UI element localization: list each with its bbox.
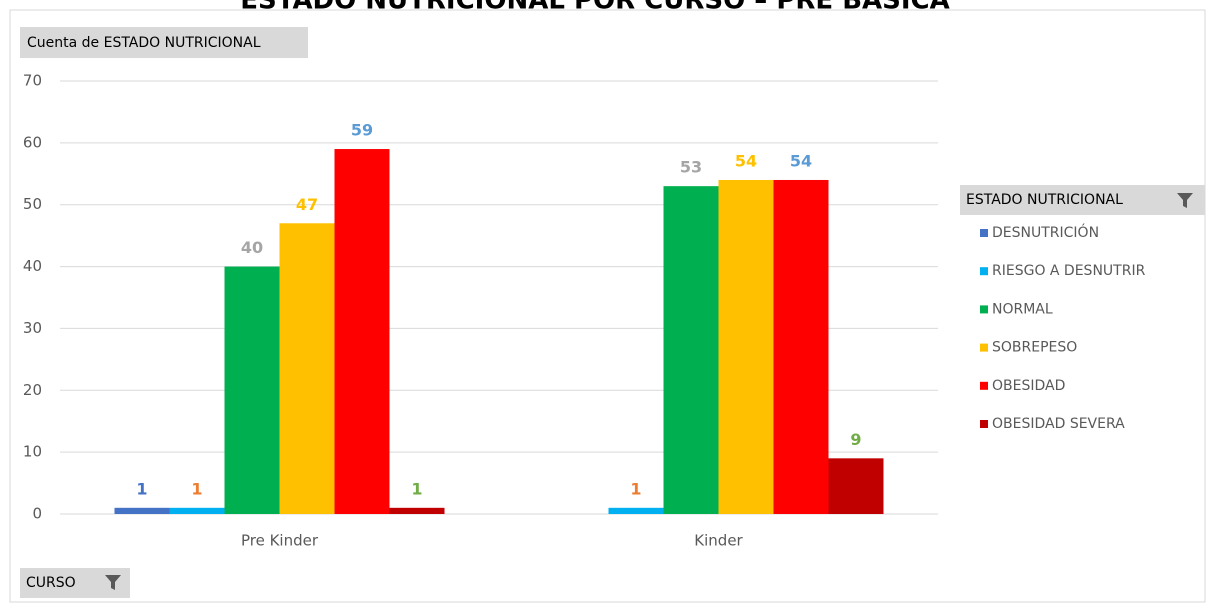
data-label: 1 — [136, 479, 147, 498]
data-label: 53 — [680, 158, 702, 177]
value-field-label: Cuenta de ESTADO NUTRICIONAL — [27, 35, 261, 51]
bar — [169, 507, 225, 514]
y-tick-label: 20 — [23, 381, 42, 399]
data-label: 1 — [411, 479, 422, 498]
bar — [718, 179, 774, 514]
legend-label: RIESGO A DESNUTRIR — [992, 263, 1146, 279]
legend-swatch — [980, 343, 988, 352]
bar — [828, 458, 884, 514]
chart-border — [9, 9, 1206, 603]
data-label: 47 — [296, 195, 318, 214]
filter-icon — [1177, 193, 1193, 208]
bar — [334, 149, 390, 515]
legend-field-button[interactable] — [960, 185, 1205, 215]
legend-swatch — [980, 267, 988, 276]
legend-swatch — [980, 229, 988, 237]
legend-field-label: ESTADO NUTRICIONAL — [966, 192, 1123, 208]
data-label: 40 — [241, 238, 263, 257]
bar — [608, 507, 664, 514]
data-label: 59 — [351, 121, 373, 140]
y-tick-label: 0 — [32, 505, 42, 523]
legend-label: OBESIDAD — [992, 378, 1065, 394]
data-label: 1 — [191, 479, 202, 498]
value-field-button[interactable] — [20, 27, 308, 58]
bar — [389, 507, 445, 514]
legend-label: OBESIDAD SEVERA — [992, 416, 1125, 432]
bar — [663, 186, 719, 514]
bar — [279, 223, 335, 514]
y-tick-label: 60 — [23, 133, 42, 151]
legend-label: DESNUTRICIÓN — [992, 223, 1099, 241]
x-tick-label: Pre Kinder — [241, 532, 319, 550]
legend-swatch — [980, 420, 988, 428]
filter-icon — [105, 575, 121, 590]
bar — [114, 507, 170, 514]
axis-field-label: CURSO — [26, 575, 76, 591]
y-tick-label: 30 — [23, 319, 42, 337]
legend-swatch — [980, 381, 988, 390]
bar — [773, 179, 829, 514]
data-label: 54 — [735, 151, 757, 170]
legend-swatch — [980, 305, 988, 314]
data-label: 1 — [630, 479, 641, 498]
data-label: 9 — [850, 430, 861, 449]
y-tick-label: 40 — [23, 257, 42, 275]
bar — [224, 266, 280, 514]
y-tick-label: 50 — [23, 195, 42, 213]
y-tick-label: 10 — [23, 443, 42, 461]
data-label: 54 — [790, 151, 812, 170]
legend-label: NORMAL — [992, 301, 1053, 317]
chart-title: ESTADO NUTRICIONAL POR CURSO – PRE BÁSIC… — [240, 0, 950, 16]
y-tick-label: 70 — [23, 72, 42, 90]
x-tick-label: Kinder — [694, 532, 743, 550]
legend-label: SOBREPESO — [992, 340, 1077, 356]
